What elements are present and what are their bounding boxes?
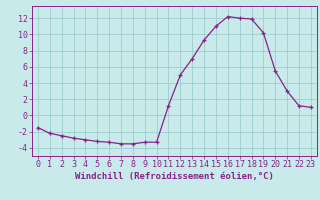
X-axis label: Windchill (Refroidissement éolien,°C): Windchill (Refroidissement éolien,°C) (75, 172, 274, 181)
